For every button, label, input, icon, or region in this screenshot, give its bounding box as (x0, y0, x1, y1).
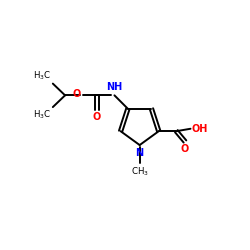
Text: O: O (181, 144, 189, 154)
Text: O: O (93, 112, 101, 122)
Text: OH: OH (192, 124, 208, 134)
Text: H$_3$C: H$_3$C (33, 108, 51, 121)
Text: O: O (73, 89, 81, 99)
Text: CH$_3$: CH$_3$ (131, 165, 148, 178)
Text: N: N (136, 148, 144, 158)
Text: NH: NH (106, 82, 122, 92)
Text: H$_3$C: H$_3$C (33, 70, 51, 82)
